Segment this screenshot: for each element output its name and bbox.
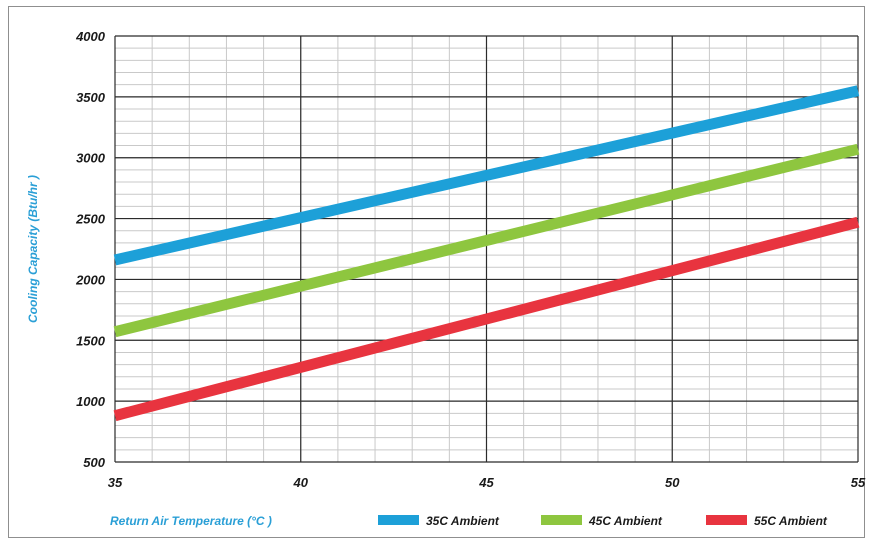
- y-tick-label: 1500: [76, 333, 106, 348]
- y-axis-title: Cooling Capacity (Btu/hr ): [26, 175, 40, 323]
- major-grid: [114, 35, 859, 463]
- legend-label: 35C Ambient: [426, 514, 500, 528]
- series-line-1: [113, 85, 860, 266]
- legend-swatch: [541, 515, 582, 525]
- y-tick-label: 2000: [75, 272, 106, 287]
- y-tick-label: 2500: [75, 212, 106, 227]
- x-tick-label: 35: [108, 475, 123, 490]
- y-tick-label: 4000: [75, 29, 106, 44]
- x-axis-title: Return Air Temperature (°C ): [110, 514, 272, 528]
- x-tick-label: 50: [665, 475, 680, 490]
- legend-swatch: [706, 515, 747, 525]
- series-lines: [113, 85, 860, 422]
- x-tick-label: 45: [478, 475, 494, 490]
- x-tick-labels: 35 40 45 50 55: [108, 475, 866, 490]
- y-tick-label: 500: [83, 455, 105, 470]
- y-tick-labels: 500 1000 1500 2000 2500 3000 3500 4000: [75, 29, 106, 470]
- legend: 35C Ambient 45C Ambient 55C Ambient: [378, 514, 828, 528]
- legend-label: 45C Ambient: [588, 514, 663, 528]
- series-line-3: [113, 216, 860, 422]
- y-tick-label: 1000: [76, 394, 106, 409]
- y-tick-label: 3000: [76, 151, 106, 166]
- legend-swatch: [378, 515, 419, 525]
- series-line-2: [113, 143, 860, 338]
- x-tick-label: 40: [293, 475, 309, 490]
- legend-label: 55C Ambient: [754, 514, 828, 528]
- y-tick-label: 3500: [76, 90, 106, 105]
- x-tick-label: 55: [851, 475, 866, 490]
